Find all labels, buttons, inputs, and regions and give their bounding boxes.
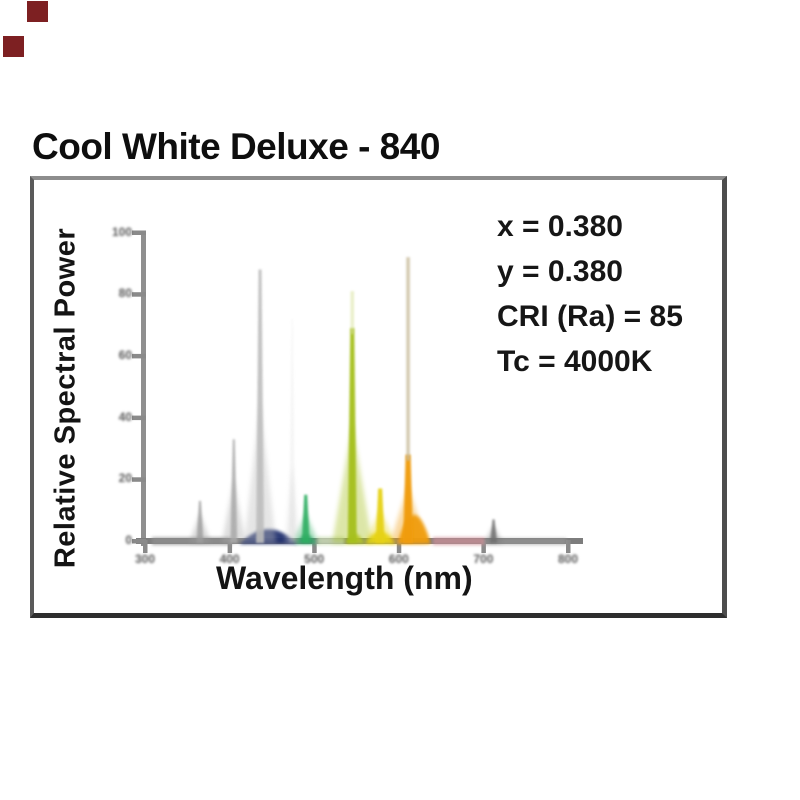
annotation-line-tc: Tc = 4000K [497, 345, 653, 378]
y-tick-label: 80 [118, 286, 132, 301]
y-axis-title: Relative Spectral Power [49, 227, 82, 569]
placeholder-image-icon [27, 1, 48, 22]
annotation-line-y: y = 0.380 [497, 255, 623, 288]
annotation-line-cri: CRI (Ra) = 85 [497, 300, 683, 333]
y-tick-label: 40 [118, 409, 132, 424]
placeholder-image-icon [3, 36, 24, 57]
x-tick-label: 300 [134, 552, 156, 566]
annotation-line-x: x = 0.380 [497, 210, 623, 243]
y-tick-label: 0 [125, 533, 132, 547]
x-tick-label: 700 [473, 552, 494, 566]
y-tick-label: 20 [118, 471, 132, 486]
y-tick-label: 60 [118, 347, 132, 362]
spectrum-curve [151, 257, 567, 545]
x-tick-label: 400 [219, 552, 240, 566]
page-title: Cool White Deluxe - 840 [32, 126, 440, 167]
x-tick-label: 800 [557, 552, 579, 566]
y-tick-label: 100 [111, 224, 132, 239]
x-tick-label: 500 [304, 552, 325, 566]
chromaticity-annotation: x = 0.380 y = 0.380 CRI (Ra) = 85 Tc = 4… [497, 204, 683, 384]
x-tick-label: 600 [388, 552, 409, 566]
x-axis-title: Wavelength (nm) [216, 560, 473, 596]
